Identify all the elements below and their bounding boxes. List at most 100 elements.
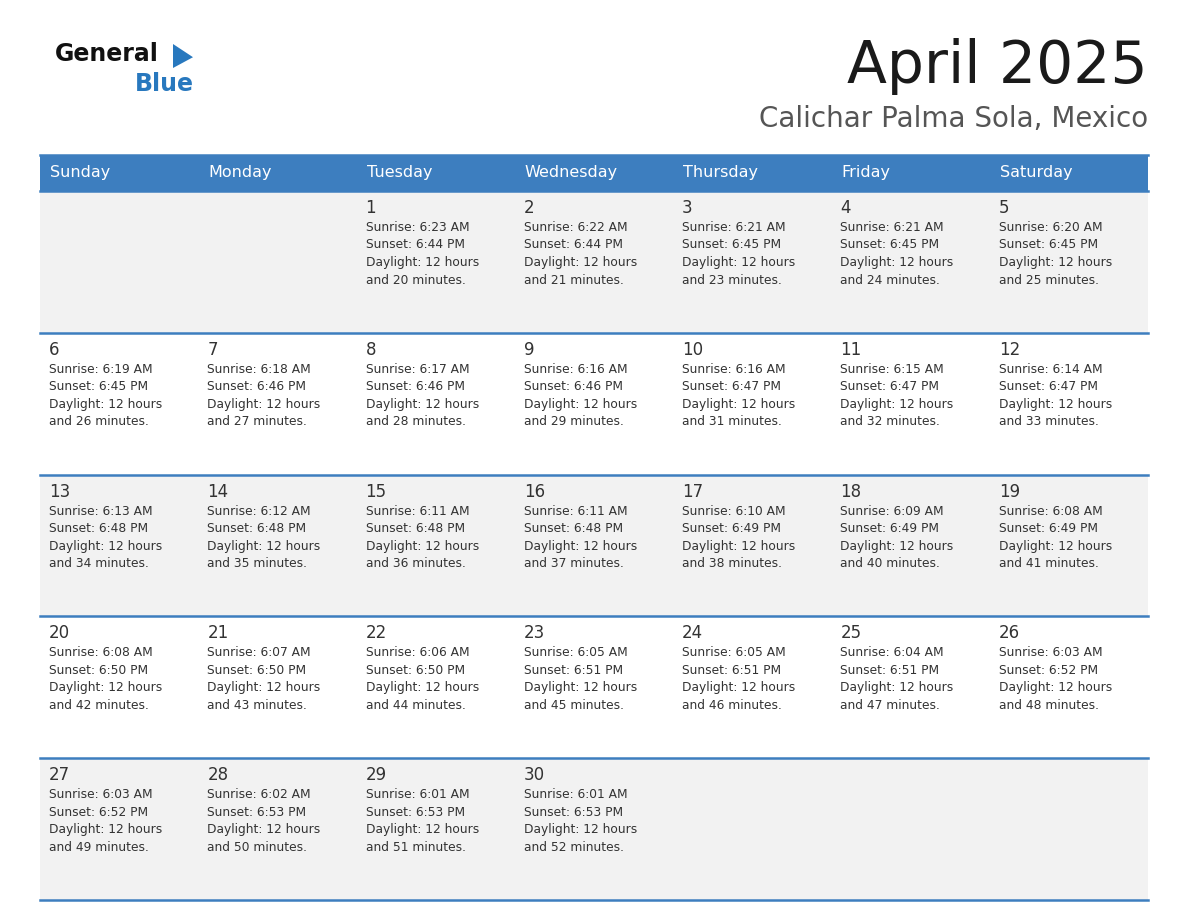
Text: Daylight: 12 hours: Daylight: 12 hours xyxy=(49,540,163,553)
Bar xyxy=(40,333,198,475)
Text: Daylight: 12 hours: Daylight: 12 hours xyxy=(840,256,954,269)
Text: and 24 minutes.: and 24 minutes. xyxy=(840,274,941,286)
Bar xyxy=(674,333,832,475)
Bar xyxy=(198,616,356,758)
Bar xyxy=(990,758,1148,900)
Text: and 45 minutes.: and 45 minutes. xyxy=(524,699,624,711)
Text: Sunrise: 6:19 AM: Sunrise: 6:19 AM xyxy=(49,363,152,375)
Text: Sunrise: 6:08 AM: Sunrise: 6:08 AM xyxy=(49,646,153,659)
Bar xyxy=(990,475,1148,616)
Bar xyxy=(674,155,832,191)
Text: Daylight: 12 hours: Daylight: 12 hours xyxy=(682,397,796,410)
Text: and 51 minutes.: and 51 minutes. xyxy=(366,841,466,854)
Text: Daylight: 12 hours: Daylight: 12 hours xyxy=(49,823,163,836)
Text: Daylight: 12 hours: Daylight: 12 hours xyxy=(999,397,1112,410)
Text: and 31 minutes.: and 31 minutes. xyxy=(682,415,782,429)
Text: and 42 minutes.: and 42 minutes. xyxy=(49,699,148,711)
Text: 4: 4 xyxy=(840,199,851,217)
Text: Daylight: 12 hours: Daylight: 12 hours xyxy=(840,540,954,553)
Text: Sunset: 6:47 PM: Sunset: 6:47 PM xyxy=(840,380,940,393)
Text: 27: 27 xyxy=(49,767,70,784)
Text: Sunset: 6:53 PM: Sunset: 6:53 PM xyxy=(524,806,623,819)
Text: 19: 19 xyxy=(999,483,1019,500)
Text: Sunrise: 6:20 AM: Sunrise: 6:20 AM xyxy=(999,221,1102,234)
Text: and 32 minutes.: and 32 minutes. xyxy=(840,415,941,429)
Text: Sunset: 6:51 PM: Sunset: 6:51 PM xyxy=(524,664,623,677)
Text: 24: 24 xyxy=(682,624,703,643)
Text: Sunrise: 6:10 AM: Sunrise: 6:10 AM xyxy=(682,505,785,518)
Bar xyxy=(40,155,198,191)
Text: 5: 5 xyxy=(999,199,1010,217)
Text: Sunset: 6:49 PM: Sunset: 6:49 PM xyxy=(840,522,940,535)
Text: and 36 minutes.: and 36 minutes. xyxy=(366,557,466,570)
Text: Sunrise: 6:22 AM: Sunrise: 6:22 AM xyxy=(524,221,627,234)
Text: 13: 13 xyxy=(49,483,70,500)
Text: and 44 minutes.: and 44 minutes. xyxy=(366,699,466,711)
Text: Sunrise: 6:21 AM: Sunrise: 6:21 AM xyxy=(682,221,785,234)
Bar xyxy=(198,333,356,475)
Bar xyxy=(674,758,832,900)
Text: Daylight: 12 hours: Daylight: 12 hours xyxy=(366,397,479,410)
Text: 11: 11 xyxy=(840,341,861,359)
Text: Sunrise: 6:05 AM: Sunrise: 6:05 AM xyxy=(682,646,786,659)
Text: and 33 minutes.: and 33 minutes. xyxy=(999,415,1099,429)
Text: 29: 29 xyxy=(366,767,387,784)
Text: and 34 minutes.: and 34 minutes. xyxy=(49,557,148,570)
Text: Sunset: 6:48 PM: Sunset: 6:48 PM xyxy=(207,522,307,535)
Bar xyxy=(198,475,356,616)
Text: and 20 minutes.: and 20 minutes. xyxy=(366,274,466,286)
Text: Sunset: 6:45 PM: Sunset: 6:45 PM xyxy=(682,239,782,252)
Text: and 50 minutes.: and 50 minutes. xyxy=(207,841,308,854)
Text: Tuesday: Tuesday xyxy=(367,165,432,181)
Text: and 37 minutes.: and 37 minutes. xyxy=(524,557,624,570)
Text: Sunrise: 6:11 AM: Sunrise: 6:11 AM xyxy=(524,505,627,518)
Bar xyxy=(674,191,832,333)
Text: Sunrise: 6:05 AM: Sunrise: 6:05 AM xyxy=(524,646,627,659)
Text: Sunrise: 6:15 AM: Sunrise: 6:15 AM xyxy=(840,363,944,375)
Bar xyxy=(832,191,990,333)
Text: Sunrise: 6:02 AM: Sunrise: 6:02 AM xyxy=(207,789,311,801)
Text: 9: 9 xyxy=(524,341,535,359)
Text: April 2025: April 2025 xyxy=(847,38,1148,95)
Bar xyxy=(356,475,514,616)
Text: Saturday: Saturday xyxy=(1000,165,1073,181)
Text: Daylight: 12 hours: Daylight: 12 hours xyxy=(682,540,796,553)
Text: Sunrise: 6:14 AM: Sunrise: 6:14 AM xyxy=(999,363,1102,375)
Text: Sunset: 6:52 PM: Sunset: 6:52 PM xyxy=(999,664,1098,677)
Bar xyxy=(832,333,990,475)
Text: and 47 minutes.: and 47 minutes. xyxy=(840,699,941,711)
Bar xyxy=(990,616,1148,758)
Text: and 28 minutes.: and 28 minutes. xyxy=(366,415,466,429)
Text: Blue: Blue xyxy=(135,72,194,96)
Text: 14: 14 xyxy=(207,483,228,500)
Bar xyxy=(198,191,356,333)
Text: 1: 1 xyxy=(366,199,377,217)
Text: and 35 minutes.: and 35 minutes. xyxy=(207,557,308,570)
Text: 21: 21 xyxy=(207,624,228,643)
Text: Sunday: Sunday xyxy=(50,165,110,181)
Bar xyxy=(832,475,990,616)
Text: Sunrise: 6:17 AM: Sunrise: 6:17 AM xyxy=(366,363,469,375)
Text: Daylight: 12 hours: Daylight: 12 hours xyxy=(682,681,796,694)
Text: and 46 minutes.: and 46 minutes. xyxy=(682,699,782,711)
Text: Sunrise: 6:09 AM: Sunrise: 6:09 AM xyxy=(840,505,944,518)
Text: Sunset: 6:48 PM: Sunset: 6:48 PM xyxy=(524,522,623,535)
Text: Sunrise: 6:06 AM: Sunrise: 6:06 AM xyxy=(366,646,469,659)
Bar xyxy=(832,155,990,191)
Text: and 21 minutes.: and 21 minutes. xyxy=(524,274,624,286)
Text: Monday: Monday xyxy=(208,165,272,181)
Text: Friday: Friday xyxy=(841,165,891,181)
Bar xyxy=(40,616,198,758)
Text: Daylight: 12 hours: Daylight: 12 hours xyxy=(366,256,479,269)
Bar xyxy=(514,475,674,616)
Text: 28: 28 xyxy=(207,767,228,784)
Text: Sunrise: 6:03 AM: Sunrise: 6:03 AM xyxy=(49,789,152,801)
Text: Daylight: 12 hours: Daylight: 12 hours xyxy=(682,256,796,269)
Text: Sunset: 6:45 PM: Sunset: 6:45 PM xyxy=(999,239,1098,252)
Bar xyxy=(514,191,674,333)
Text: 20: 20 xyxy=(49,624,70,643)
Bar xyxy=(990,155,1148,191)
Text: 17: 17 xyxy=(682,483,703,500)
Bar xyxy=(40,191,198,333)
Text: Sunset: 6:46 PM: Sunset: 6:46 PM xyxy=(366,380,465,393)
